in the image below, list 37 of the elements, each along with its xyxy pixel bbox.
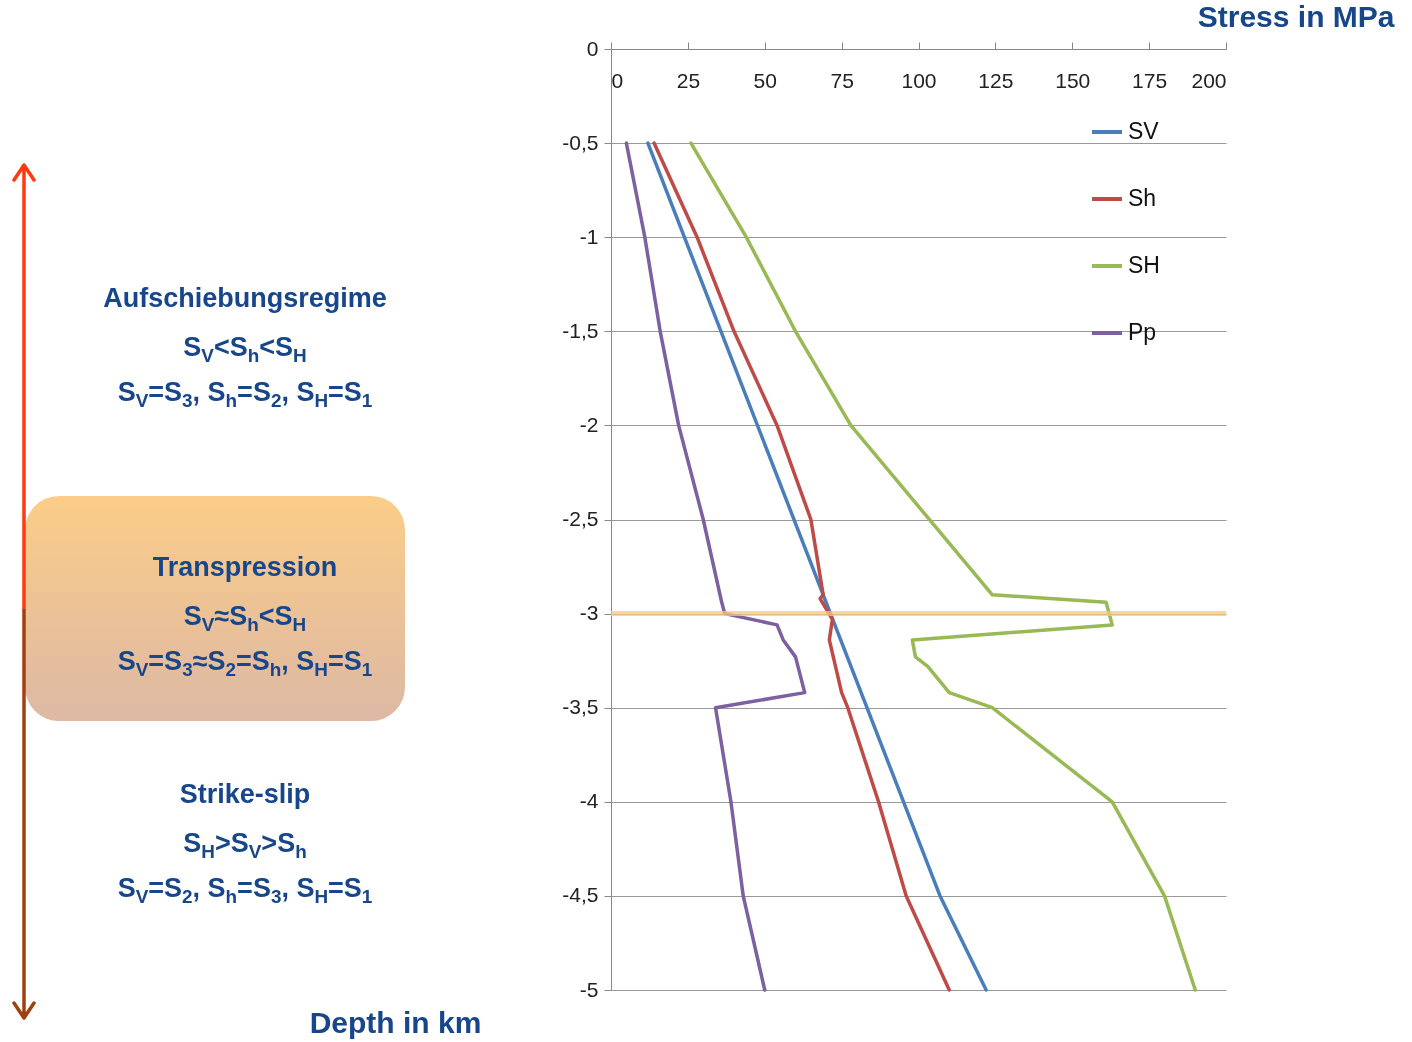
text: S$_{V}$=S$_{2}$, S$_{h}$=S$_{3}$, S$_{H}$=S$_{1}$ xyxy=(117,873,373,908)
line-series xyxy=(689,141,1197,992)
y-tick-label: -3 xyxy=(579,601,599,625)
y-tick-label: -4,5 xyxy=(562,883,599,907)
x-axis-title: Stress in MPa xyxy=(1197,0,1395,33)
text: S$_{V}$=S$_{3}$≈S$_{2}$=S$_{h}$, S$_{H}$=S$_{1}$ xyxy=(117,646,373,681)
y-tick-label: -2 xyxy=(579,412,599,436)
x-tick-label: 25 xyxy=(676,68,701,92)
legend-label: Sh xyxy=(1128,185,1157,211)
x-tick-label: 50 xyxy=(753,68,777,92)
x-tick-label: 150 xyxy=(1055,68,1091,92)
x-tick-label: 200 xyxy=(1191,68,1227,92)
x-tick-label: 100 xyxy=(901,68,937,92)
text: Aufschiebungsregime xyxy=(102,283,388,314)
y-tick-label: 0 xyxy=(586,36,599,60)
text: Strike-slip xyxy=(178,779,312,810)
text: S$_{V}$=S$_{3}$, S$_{h}$=S$_{2}$, S$_{H}$=S$_{1}$ xyxy=(117,377,373,412)
x-tick-label: 0 xyxy=(611,68,624,92)
x-tick-label: 175 xyxy=(1132,68,1168,92)
text: S$_{V}$≈S$_{h}$<S$_{H}$ xyxy=(182,601,308,637)
text: S$_{H}$>S$_{V}$>S$_{h}$ xyxy=(182,828,308,864)
y-axis-title: Depth in km xyxy=(309,1005,482,1039)
legend-label: SV xyxy=(1128,118,1160,144)
legend-label: SH xyxy=(1128,252,1160,278)
y-tick-label: -0,5 xyxy=(562,130,599,154)
y-tick-label: -5 xyxy=(579,977,599,1001)
x-tick-label: 125 xyxy=(978,68,1014,92)
text: S$_{V}$<S$_{h}$<S$_{H}$ xyxy=(182,332,308,368)
text: Transpression xyxy=(151,552,339,583)
y-tick-label: -4 xyxy=(579,789,599,813)
line-series xyxy=(624,141,807,992)
y-tick-label: -2,5 xyxy=(562,507,599,530)
y-tick-label: -1 xyxy=(579,224,599,248)
legend-label: Pp xyxy=(1128,319,1157,345)
y-tick-label: -3,5 xyxy=(562,695,599,719)
y-tick-label: -1,5 xyxy=(562,318,599,342)
x-tick-label: 75 xyxy=(830,68,854,92)
